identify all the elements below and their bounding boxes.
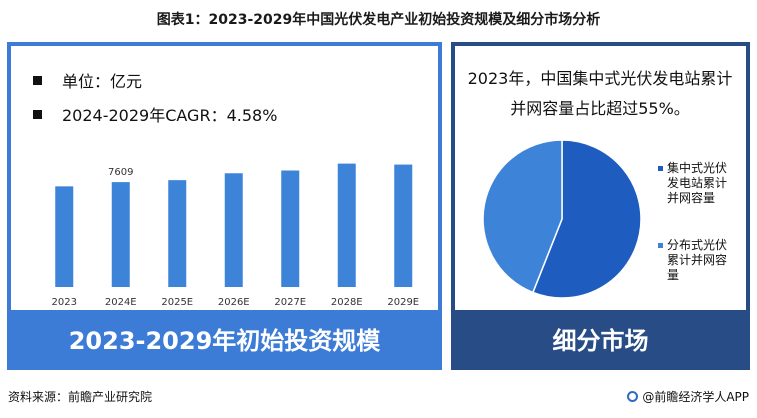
data-label: 7609 [108,167,133,178]
x-tick-label: 2025E [161,297,193,308]
investment-panel: 单位：亿元 2024-2029年CAGR：4.58% 2023 2024E 7609… [7,42,442,370]
brand-credit: @前瞻经济学人APP [627,388,749,405]
bar-2023 [55,186,74,287]
bar-2025E [168,180,187,287]
bar-2026E [224,173,243,287]
bar-2027E [281,170,300,287]
x-tick-label: 2024E [105,297,137,308]
brand-text: @前瞻经济学人APP [642,390,749,404]
cagr-text: 2024-2029年CAGR：4.58% [62,106,278,125]
bullet-square-icon [33,109,42,119]
pie-slice-0 [531,139,642,299]
figure-title: 图表1：2023-2029年中国光伏发电产业初始投资规模及细分市场分析 [156,12,601,28]
investment-banner: 2023-2029年初始投资规模 [11,310,438,366]
legend-label: 分布式光伏累计并网容量 [667,238,728,282]
qianzhan-logo-icon [627,391,639,402]
x-tick-label: 2023 [52,297,77,308]
bullet-square-icon [33,75,42,85]
legend-label: 集中式光伏发电站累计并网容量 [667,161,728,205]
x-tick-label: 2029E [387,297,419,308]
segment-pie-chart [482,139,642,299]
segment-headline: 2023年，中国集中式光伏发电站累计并网容量占比超过55%。 [467,69,733,118]
segment-banner: 细分市场 [455,310,746,366]
bar-2028E [337,163,356,287]
legend-item-centralized: 集中式光伏发电站累计并网容量 [658,161,737,206]
legend-swatch [658,243,663,248]
source-note: 资料来源：前瞻产业研究院 [8,390,153,404]
bar-2024E [111,182,130,287]
x-tick-label: 2027E [274,297,306,308]
investment-bar-chart: 2023 2024E 7609 2025E 2026E 2027E 2028E 2029E [52,163,419,308]
legend-item-distributed: 分布式光伏累计并网容量 [658,238,737,283]
cagr-line: 2024-2029年CAGR：4.58% [33,102,277,126]
segment-panel: 2023年，中国集中式光伏发电站累计并网容量占比超过55%。 集中式光伏发电站累… [451,42,750,370]
x-tick-label: 2028E [331,297,363,308]
legend-swatch [658,166,663,171]
x-tick-label: 2026E [218,297,250,308]
unit-text: 单位：亿元 [62,72,143,91]
unit-line: 单位：亿元 [33,68,142,92]
pie-slice-1 [482,139,563,294]
bar-2029E [394,164,413,287]
